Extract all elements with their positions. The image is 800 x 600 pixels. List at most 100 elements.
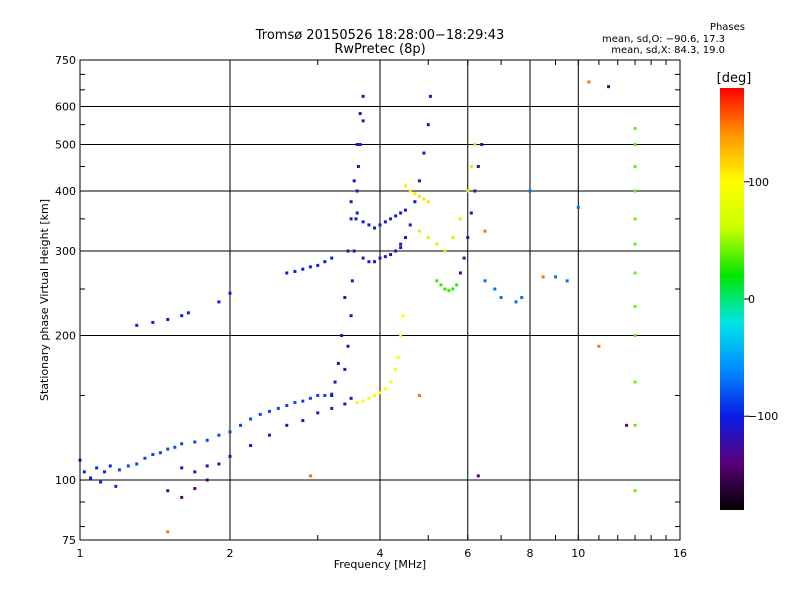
data-point xyxy=(378,223,382,227)
data-point xyxy=(228,291,232,295)
data-point xyxy=(151,453,155,457)
data-point xyxy=(336,361,340,365)
data-point xyxy=(180,466,184,470)
phases-title: Phases xyxy=(709,22,745,33)
data-point xyxy=(367,260,371,264)
data-point xyxy=(217,462,221,466)
data-point xyxy=(349,217,353,221)
phases-stats-o: mean, sd,O: −90.6, 17.3 xyxy=(602,34,725,45)
data-point xyxy=(493,287,497,291)
data-point xyxy=(285,271,289,275)
data-point xyxy=(417,229,421,233)
data-point xyxy=(361,399,365,403)
data-point xyxy=(308,474,312,478)
data-point xyxy=(428,94,432,98)
colorbar-ticks: 100 0 −100 xyxy=(744,176,778,423)
data-point xyxy=(528,189,532,193)
data-point xyxy=(399,334,403,338)
chart-title-line2: RwPretec (8p) xyxy=(334,42,426,57)
data-point xyxy=(367,396,371,400)
data-point xyxy=(205,438,209,442)
data-point xyxy=(166,447,170,451)
data-point xyxy=(346,249,350,253)
data-point xyxy=(417,179,421,183)
data-point xyxy=(455,283,459,287)
data-point xyxy=(633,271,637,275)
data-point xyxy=(330,406,334,410)
data-point xyxy=(541,275,545,279)
data-point xyxy=(285,403,289,407)
data-point xyxy=(633,217,637,221)
data-points xyxy=(78,80,637,534)
data-point xyxy=(422,151,426,155)
colorbar-tick-label: 0 xyxy=(748,293,755,306)
data-point xyxy=(356,164,360,168)
data-point xyxy=(346,344,350,348)
data-point xyxy=(483,229,487,233)
data-point xyxy=(343,402,347,406)
y-tick-label: 200 xyxy=(55,330,76,343)
x-tick-label: 1 xyxy=(77,547,84,560)
data-point xyxy=(193,470,197,474)
data-point xyxy=(458,271,462,275)
data-point xyxy=(350,279,354,283)
data-point xyxy=(276,406,280,410)
data-point xyxy=(205,478,209,482)
data-point xyxy=(520,296,524,300)
data-point xyxy=(417,194,421,198)
data-point xyxy=(417,394,421,398)
data-point xyxy=(361,94,365,98)
data-point xyxy=(383,255,387,259)
data-point xyxy=(413,192,417,196)
data-point xyxy=(249,444,253,448)
data-point xyxy=(565,279,569,283)
data-point xyxy=(435,279,439,283)
data-point xyxy=(301,267,305,271)
data-point xyxy=(217,433,221,437)
y-tick-label: 750 xyxy=(55,54,76,67)
data-point xyxy=(349,200,353,204)
data-point xyxy=(389,253,393,257)
grid-lines xyxy=(80,60,680,540)
data-point xyxy=(89,476,93,480)
data-point xyxy=(333,380,337,384)
data-point xyxy=(426,200,430,204)
chart-title-line1: Tromsø 20150526 18:28:00−18:29:43 xyxy=(255,28,505,43)
x-tick-label: 4 xyxy=(377,547,384,560)
data-point xyxy=(180,495,184,499)
data-point xyxy=(426,236,430,240)
data-point xyxy=(378,391,382,395)
data-point xyxy=(330,394,334,398)
data-point xyxy=(82,470,86,474)
data-point xyxy=(99,480,103,484)
data-point xyxy=(293,269,297,273)
x-tick-label: 10 xyxy=(571,547,585,560)
data-point xyxy=(301,419,305,423)
data-point xyxy=(399,246,403,250)
y-tick-label: 75 xyxy=(62,534,76,547)
data-point xyxy=(413,200,417,204)
data-point xyxy=(151,320,155,324)
data-point xyxy=(443,287,447,291)
data-point xyxy=(373,260,377,264)
data-point xyxy=(323,260,327,264)
data-point xyxy=(352,179,356,183)
data-point xyxy=(323,394,327,398)
data-point xyxy=(396,355,400,359)
data-point xyxy=(373,394,377,398)
x-tick-label: 8 xyxy=(527,547,534,560)
data-point xyxy=(373,226,377,230)
data-point xyxy=(285,423,289,427)
data-point xyxy=(308,265,312,269)
colorbar-label: [deg] xyxy=(717,71,752,86)
data-point xyxy=(389,217,393,221)
data-point xyxy=(267,409,271,413)
data-point xyxy=(217,300,221,304)
data-point xyxy=(249,417,253,421)
y-tick-label: 400 xyxy=(55,185,76,198)
data-point xyxy=(469,164,473,168)
data-point xyxy=(403,208,407,212)
data-point xyxy=(383,387,387,391)
data-point xyxy=(462,256,466,260)
data-point xyxy=(103,470,107,474)
